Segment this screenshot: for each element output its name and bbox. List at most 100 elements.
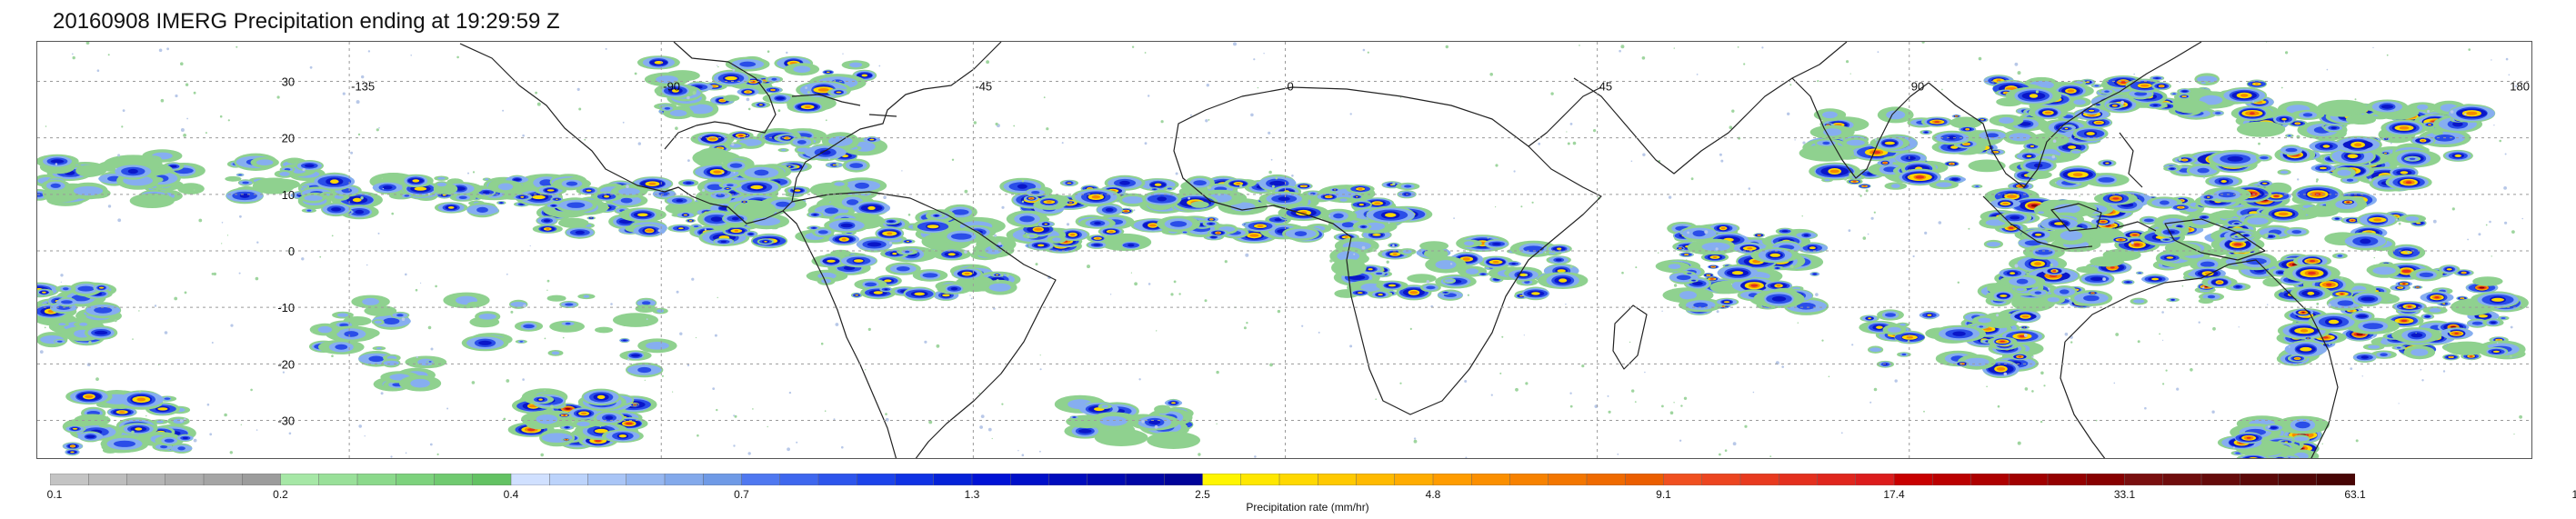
precip-cell: [482, 191, 490, 194]
precip-cell: [2160, 200, 2170, 205]
precip-cell: [2206, 248, 2229, 256]
precip-cell: [1776, 267, 1779, 269]
precip-cell: [2215, 112, 2221, 115]
precip-cell: [2303, 205, 2340, 217]
precip-cell: [1037, 244, 1045, 247]
precip-cell: [2454, 154, 2462, 157]
precip-cell: [2110, 266, 2115, 269]
precip-cell: [764, 241, 767, 243]
precip-cell: [2182, 159, 2188, 161]
precip-cell: [436, 182, 447, 187]
precip-cell: [412, 179, 420, 183]
precip-cell: [1358, 187, 1363, 190]
precip-cell: [1701, 242, 1730, 252]
precip-cell: [2471, 321, 2483, 325]
precip-cell: [2171, 299, 2175, 301]
precip-cell: [1095, 237, 1100, 240]
precip-cell: [2417, 286, 2419, 288]
precip-cell: [286, 159, 300, 165]
precip-cell: [2234, 223, 2239, 225]
precip-cell: [618, 187, 640, 195]
precip-cell: [1169, 221, 1188, 227]
precip-cell: [2466, 111, 2478, 115]
precip-cell: [2034, 262, 2042, 266]
precip-cell: [864, 282, 877, 287]
precip-cell: [437, 176, 446, 180]
precip-cell: [1511, 263, 1516, 265]
precip-cell: [586, 189, 592, 192]
precip-cell: [2461, 297, 2464, 299]
precip-cell: [2380, 353, 2388, 357]
precip-cell: [2337, 169, 2351, 176]
precip-cell: [2112, 197, 2120, 200]
precip-cell: [743, 201, 746, 203]
precip-cell: [135, 427, 143, 431]
precip-cell: [1822, 141, 1830, 145]
precip-cell: [2262, 277, 2282, 287]
precip-cell: [1385, 213, 1397, 217]
precip-cell: [2345, 115, 2377, 125]
precip-cell: [988, 283, 1011, 292]
precip-cell: [683, 214, 688, 216]
precip-cell: [565, 426, 569, 429]
precip-cell: [2083, 294, 2100, 302]
precip-cell: [1531, 292, 1540, 295]
precip-cell: [1692, 230, 1706, 237]
precip-cell: [1947, 135, 1957, 140]
precip-cell: [1148, 224, 1158, 227]
precip-cell: [2207, 294, 2216, 299]
precip-cell: [1294, 231, 1308, 236]
precip-cell: [2064, 127, 2069, 130]
precip-cell: [1731, 271, 1744, 275]
precip-cell: [2316, 99, 2369, 117]
precip-cell: [867, 242, 882, 247]
precip-cell: [2326, 283, 2332, 286]
precip-cell: [1466, 268, 1478, 274]
precip-cell: [485, 178, 489, 181]
precip-cell: [279, 172, 290, 176]
precip-cell: [1236, 182, 1241, 185]
precip-cell: [2009, 133, 2031, 142]
precip-cell: [1712, 256, 1718, 258]
precip-cell: [2016, 278, 2029, 284]
precip-cell: [2155, 77, 2160, 79]
precip-cell: [2409, 157, 2416, 160]
precip-cell: [2091, 293, 2094, 294]
precip-cell: [2090, 256, 2124, 267]
precip-cell: [164, 438, 175, 443]
precip-cell: [2140, 84, 2150, 87]
precip-cell: [538, 398, 543, 401]
precip-cell: [2034, 233, 2042, 236]
precip-cell: [2035, 249, 2053, 255]
precip-cell: [2407, 305, 2411, 308]
precip-cell: [2401, 250, 2412, 255]
precip-cell: [604, 195, 610, 198]
precip-cell: [1029, 197, 1033, 199]
precip-cell: [1193, 180, 1207, 186]
precip-cell: [2354, 143, 2362, 147]
precip-cell: [2100, 221, 2106, 223]
precip-cell: [2086, 132, 2095, 135]
precip-cell: [98, 424, 112, 428]
precip-cell: [2307, 291, 2315, 295]
precip-cell: [520, 195, 525, 198]
precip-cell: [2177, 225, 2182, 228]
precip-cell: [2268, 235, 2273, 238]
precip-cell: [1091, 195, 1101, 199]
precip-cell: [2291, 230, 2301, 235]
precip-cell: [2068, 145, 2077, 149]
precip-cell: [1444, 292, 1448, 294]
precip-cell: [1269, 180, 1286, 186]
precip-cell: [2400, 171, 2409, 175]
precip-cell: [2255, 83, 2259, 85]
precip-cell: [1776, 284, 1781, 287]
precip-cell: [2183, 95, 2186, 97]
precip-cell: [2019, 122, 2031, 126]
precip-cell: [734, 201, 777, 219]
precip-cell: [73, 185, 104, 196]
precip-cell: [2200, 261, 2215, 267]
precip-cell: [922, 273, 938, 278]
precip-cell: [1975, 185, 1980, 187]
precip-cell: [1052, 237, 1061, 242]
precip-cell: [1986, 242, 2001, 247]
